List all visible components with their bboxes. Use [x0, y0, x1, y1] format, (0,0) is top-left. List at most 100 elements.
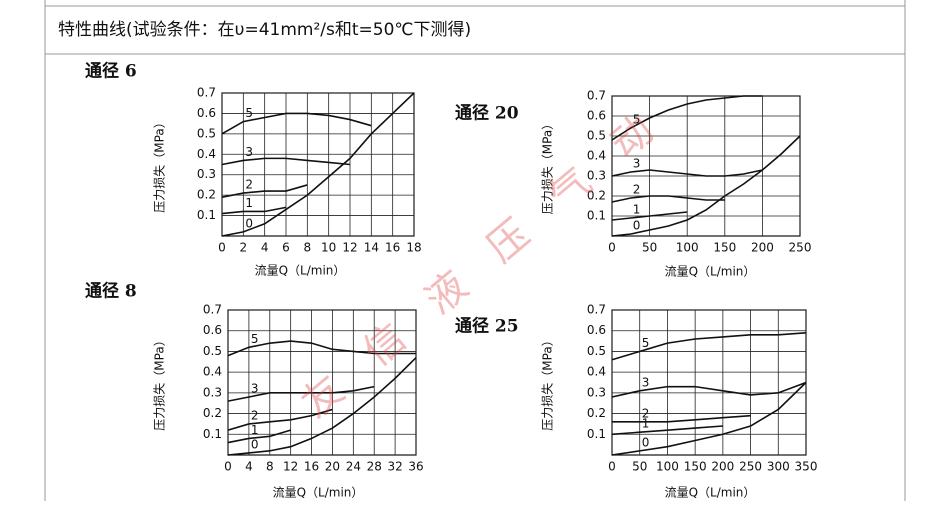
- x-tick-label: 50: [632, 460, 647, 474]
- x-tick-label: 150: [684, 460, 707, 474]
- chart-title: 通径 25: [455, 316, 519, 337]
- y-tick-label: 0.7: [197, 86, 216, 100]
- x-tick-label: 8: [304, 241, 312, 255]
- y-tick-label: 0.6: [197, 106, 216, 120]
- curve: [227, 357, 417, 456]
- curve: [221, 112, 372, 135]
- x-tick-label: 100: [656, 460, 679, 474]
- y-tick-label: 0.1: [587, 209, 606, 223]
- curve: [611, 95, 763, 141]
- y-tick-label: 0.3: [197, 167, 216, 181]
- y-tick-label: 0.4: [587, 149, 606, 163]
- curve: [611, 211, 688, 221]
- chart-title: 通径 8: [85, 281, 137, 302]
- curve-label: 5: [642, 336, 650, 350]
- x-tick-label: 2: [240, 241, 248, 255]
- y-tick-label: 0.1: [197, 208, 216, 222]
- x-tick-label: 16: [385, 241, 400, 255]
- curve: [221, 184, 308, 198]
- curve: [227, 429, 291, 444]
- y-tick-label: 0.6: [203, 323, 222, 337]
- y-tick-label: 0.2: [587, 189, 606, 203]
- y-axis-label: 压力损失（MPa）: [540, 118, 555, 214]
- curve: [611, 381, 807, 456]
- x-tick-label: 150: [713, 241, 736, 255]
- curve-label: 0: [642, 435, 650, 449]
- x-tick-label: 350: [795, 460, 818, 474]
- curve-label: 0: [633, 219, 641, 233]
- y-tick-label: 0.6: [587, 109, 606, 123]
- curve-label: 0: [251, 437, 259, 451]
- curve: [227, 408, 333, 431]
- header-title: 特性曲线(试验条件：在υ=41mm²/s和t=50℃下测得): [58, 20, 471, 40]
- y-tick-label: 0.5: [587, 129, 606, 143]
- curve: [611, 331, 807, 361]
- y-axis-label: 压力损失（MPa）: [152, 334, 167, 430]
- curve: [221, 157, 351, 166]
- y-tick-label: 0.5: [197, 126, 216, 140]
- y-tick-label: 0.6: [587, 323, 606, 337]
- x-tick-label: 200: [711, 460, 734, 474]
- x-tick-label: 8: [266, 460, 274, 474]
- curve-label: 2: [633, 183, 641, 197]
- x-tick-label: 20: [325, 460, 340, 474]
- x-axis-label: 流量Q（L/min）: [665, 265, 756, 279]
- curve-label: 5: [251, 332, 259, 346]
- x-tick-label: 250: [739, 460, 762, 474]
- x-tick-label: 36: [408, 460, 423, 474]
- curve-label: 1: [245, 196, 253, 210]
- curve: [612, 414, 751, 423]
- y-tick-label: 0.7: [203, 303, 222, 317]
- x-tick-label: 14: [364, 241, 379, 255]
- x-tick-label: 12: [283, 460, 298, 474]
- curve-label: 3: [251, 382, 259, 396]
- x-tick-label: 24: [346, 460, 361, 474]
- curve-label: 5: [633, 113, 641, 127]
- curve-label: 3: [633, 157, 641, 171]
- curve: [221, 206, 287, 215]
- x-tick-label: 10: [321, 241, 336, 255]
- x-tick-label: 4: [245, 460, 253, 474]
- curve: [221, 92, 415, 237]
- curve: [227, 385, 375, 402]
- y-tick-label: 0.1: [203, 427, 222, 441]
- x-tick-label: 50: [642, 241, 657, 255]
- x-tick-label: 200: [751, 241, 774, 255]
- charts: 通径 60.10.20.30.40.50.60.70 2 4 6 8 10 12 14 16 18…: [85, 61, 817, 500]
- curve-label: 5: [245, 106, 253, 120]
- y-tick-label: 0.2: [587, 406, 606, 420]
- x-tick-label: 16: [304, 460, 319, 474]
- y-tick-label: 0.2: [197, 188, 216, 202]
- x-tick-label: 6: [282, 241, 290, 255]
- x-tick-label: 28: [367, 460, 382, 474]
- curve-label: 0: [245, 216, 253, 230]
- y-tick-label: 0.3: [587, 169, 606, 183]
- curve-label: 3: [642, 375, 650, 389]
- curve: [611, 195, 725, 203]
- x-axis-label: 流量Q（L/min）: [255, 264, 346, 278]
- curve-label: 2: [245, 178, 253, 192]
- x-axis-label: 流量Q（L/min）: [665, 486, 756, 500]
- curve: [227, 340, 416, 357]
- x-tick-label: 18: [406, 241, 421, 255]
- x-tick-label: 0: [218, 241, 226, 255]
- y-tick-label: 0.5: [203, 344, 222, 358]
- y-tick-label: 0.4: [203, 365, 222, 379]
- curve: [611, 135, 801, 237]
- curve-label: 1: [251, 423, 259, 437]
- x-tick-label: 250: [789, 241, 812, 255]
- x-tick-label: 300: [767, 460, 790, 474]
- y-tick-label: 0.3: [203, 385, 222, 399]
- x-tick-label: 0: [224, 460, 232, 474]
- curve-label: 1: [633, 203, 641, 217]
- x-tick-label: 32: [387, 460, 402, 474]
- y-tick-label: 0.7: [587, 303, 606, 317]
- x-tick-label: 0: [608, 241, 616, 255]
- chart-title: 通径 6: [85, 61, 137, 82]
- y-tick-label: 0.2: [203, 406, 222, 420]
- curve: [611, 169, 763, 177]
- curve-label: 3: [245, 145, 253, 159]
- y-tick-label: 0.4: [587, 365, 606, 379]
